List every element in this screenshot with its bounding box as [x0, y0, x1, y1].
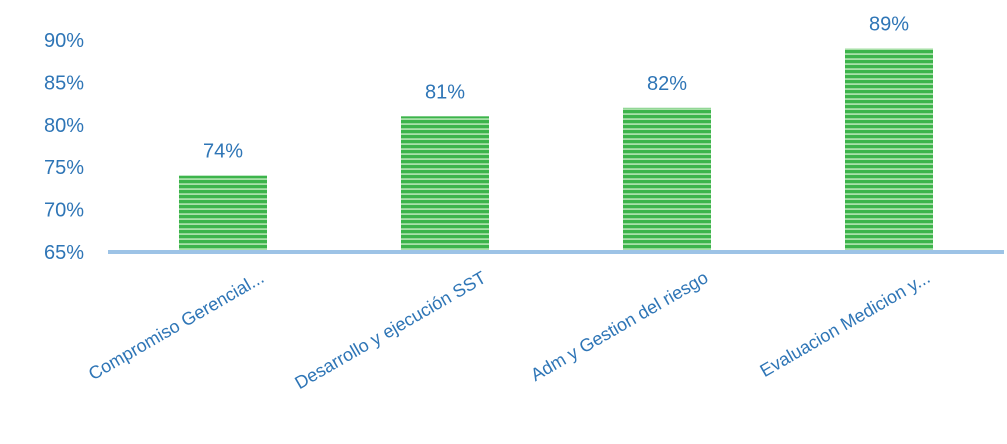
bar [845, 48, 933, 253]
data-label: 89% [869, 13, 909, 35]
y-tick-label: 80% [44, 115, 84, 137]
y-tick-label: 65% [44, 242, 84, 264]
bar [179, 175, 267, 252]
bars-group [179, 48, 933, 253]
bar [623, 107, 711, 252]
category-label: Desarrollo y ejecución SST [291, 267, 489, 393]
x-axis-labels: Compromiso Gerencial... Desarrollo y ejec… [85, 267, 933, 393]
category-label: Adm y Gestion del riesgo [527, 267, 711, 385]
category-label: Evaluacion Medicion y... [756, 267, 933, 381]
bar [401, 116, 489, 252]
y-tick-label: 85% [44, 72, 84, 94]
category-label: Compromiso Gerencial... [85, 267, 267, 384]
y-tick-label: 90% [44, 30, 84, 52]
data-label: 74% [203, 141, 243, 163]
data-label: 82% [647, 73, 687, 95]
data-label: 81% [425, 81, 465, 103]
y-tick-label: 75% [44, 157, 84, 179]
y-tick-label: 70% [44, 200, 84, 222]
data-labels-group: 74% 81% 82% 89% [203, 13, 909, 162]
y-axis: 65% 70% 75% 80% 85% 90% [44, 30, 84, 264]
